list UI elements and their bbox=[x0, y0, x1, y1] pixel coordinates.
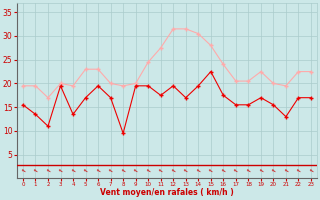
Text: ←: ← bbox=[45, 166, 51, 173]
Text: ←: ← bbox=[295, 166, 302, 173]
Text: ←: ← bbox=[208, 166, 214, 173]
Text: ←: ← bbox=[245, 166, 252, 173]
Text: ←: ← bbox=[270, 166, 277, 173]
Text: ←: ← bbox=[182, 166, 189, 173]
Text: ←: ← bbox=[70, 166, 76, 173]
Text: ←: ← bbox=[107, 166, 114, 173]
Text: ←: ← bbox=[145, 166, 151, 173]
Text: ←: ← bbox=[220, 166, 227, 173]
Text: ←: ← bbox=[82, 166, 89, 173]
Text: ←: ← bbox=[170, 166, 176, 173]
Text: ←: ← bbox=[195, 166, 202, 173]
Text: ←: ← bbox=[95, 166, 101, 173]
Text: ←: ← bbox=[57, 166, 64, 173]
Text: ←: ← bbox=[258, 166, 264, 173]
X-axis label: Vent moyen/en rafales ( km/h ): Vent moyen/en rafales ( km/h ) bbox=[100, 188, 234, 197]
Text: ←: ← bbox=[233, 166, 239, 173]
Text: ←: ← bbox=[20, 166, 26, 173]
Text: ←: ← bbox=[120, 166, 126, 173]
Text: ←: ← bbox=[308, 166, 314, 173]
Text: ←: ← bbox=[283, 166, 289, 173]
Text: ←: ← bbox=[157, 166, 164, 173]
Text: ←: ← bbox=[32, 166, 39, 173]
Text: ←: ← bbox=[132, 166, 139, 173]
